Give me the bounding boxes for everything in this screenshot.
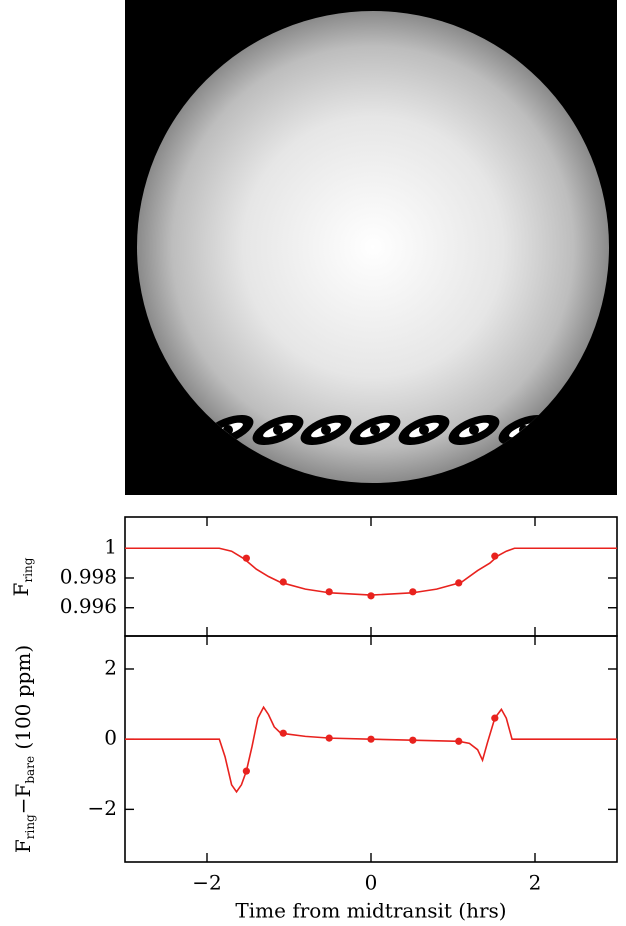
star-image [125,0,617,495]
data-point [409,588,417,596]
planet [321,425,331,435]
planet [469,425,479,435]
y-tick-label: 2 [104,655,117,679]
planet [370,425,380,435]
x-tick-label: 0 [365,871,378,895]
ringed-planet [252,414,304,446]
plot-frame [124,635,618,863]
data-point [279,729,287,737]
data-point [367,735,375,743]
data-point [242,554,250,562]
y-tick-label: 0.996 [60,594,117,618]
y-tick-label: 1 [104,535,117,559]
planet [273,425,283,435]
x-axis-label: Time from midtransit (hrs) [235,899,506,923]
ringed-planet [349,414,401,446]
x-tick-label: 2 [529,871,542,895]
model-curve [125,705,617,794]
label-sub: bare [23,756,37,784]
y-tick-label: 0 [104,726,117,750]
label-part: F [11,839,35,853]
ringed-planet [398,414,450,446]
ringed-planet [448,414,500,446]
data-point [367,592,375,600]
planet [419,425,429,435]
data-point [491,552,499,560]
label-part: F [9,582,33,596]
label-sub: ring [21,557,35,582]
data-point [409,736,417,744]
data-point [242,767,250,775]
y-tick-label: 0.998 [60,564,117,588]
data-point [491,714,499,722]
y-tick-label: −2 [88,796,117,820]
model-curve [125,547,617,596]
data-point [455,579,463,587]
data-point [325,588,333,596]
data-point [279,578,287,586]
x-tick-label: −2 [192,871,221,895]
label-part: −F [11,784,35,815]
label-sub: ring [23,814,37,839]
data-point [455,737,463,745]
ringed-planet [300,414,352,446]
y-axis-label: Fring−Fbare (100 ppm) [11,645,37,853]
label-part: (100 ppm) [11,645,35,756]
data-point [325,734,333,742]
y-axis-label: Fring [9,557,35,596]
star-disk [137,11,609,483]
plot-frame [124,516,618,637]
